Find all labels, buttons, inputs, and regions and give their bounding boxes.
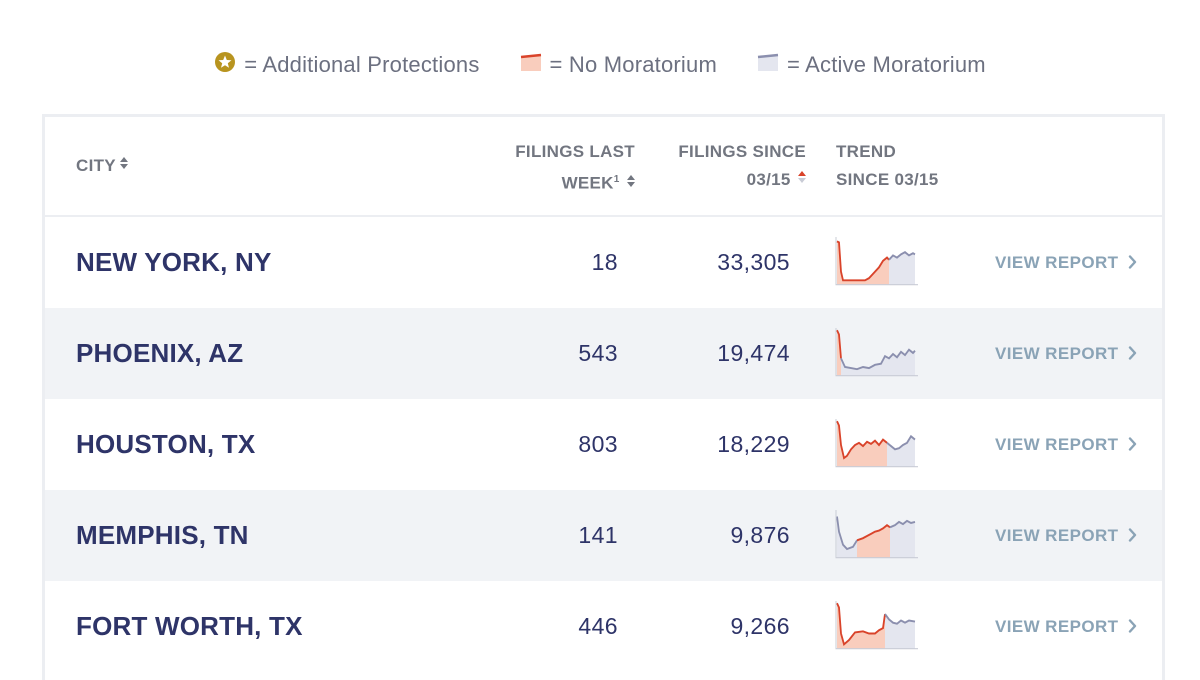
star-circle-icon — [214, 51, 236, 79]
table-row[interactable]: FORT WORTH, TX 446 9,266 VIEW REPORT — [45, 581, 1162, 672]
legend-active-moratorium-label: = Active Moratorium — [786, 52, 986, 77]
active-moratorium-swatch-icon — [757, 52, 779, 78]
view-report-link[interactable]: VIEW REPORT — [995, 399, 1137, 490]
view-report-label: VIEW REPORT — [995, 344, 1119, 363]
filings-last-week: 141 — [578, 522, 618, 548]
chevron-right-icon — [1128, 491, 1137, 582]
trend-sparkline — [835, 419, 919, 471]
view-report-label: VIEW REPORT — [995, 253, 1119, 272]
city-name: HOUSTON, TX — [76, 429, 256, 459]
city-name: PHOENIX, AZ — [76, 338, 244, 368]
column-header-filings-since-line1: FILINGS SINCE — [678, 142, 806, 161]
sort-icon — [624, 174, 635, 190]
table-row[interactable]: NEW YORK, NY 18 33,305 VIEW REPORT — [45, 217, 1162, 308]
city-name: NEW YORK, NY — [76, 247, 272, 277]
legend-active-moratorium: = Active Moratorium — [757, 52, 986, 78]
column-header-filings-last-week-line1: FILINGS LAST — [515, 142, 635, 161]
footnote-marker: 1 — [613, 174, 620, 185]
column-header-filings-since[interactable]: FILINGS SINCE 03/15 — [678, 138, 806, 194]
table-row[interactable]: HOUSTON, TX 803 18,229 VIEW REPORT — [45, 399, 1162, 490]
view-report-link[interactable]: VIEW REPORT — [995, 581, 1137, 672]
view-report-label: VIEW REPORT — [995, 617, 1119, 636]
column-header-city-label: CITY — [76, 156, 116, 175]
table-row[interactable]: PHOENIX, AZ 543 19,474 VIEW REPORT — [45, 308, 1162, 399]
trend-sparkline — [835, 601, 919, 653]
view-report-label: VIEW REPORT — [995, 435, 1119, 454]
filings-since: 18,229 — [717, 431, 790, 457]
trend-sparkline — [835, 237, 919, 289]
trend-sparkline — [835, 510, 919, 562]
filings-last-week: 18 — [591, 249, 618, 275]
column-header-trend-line1: TREND — [836, 142, 897, 161]
no-moratorium-swatch-icon — [520, 52, 542, 78]
filings-last-week: 446 — [578, 613, 618, 639]
column-header-trend-line2: SINCE 03/15 — [836, 170, 939, 189]
filings-last-week: 543 — [578, 340, 618, 366]
city-name: FORT WORTH, TX — [76, 611, 303, 641]
view-report-link[interactable]: VIEW REPORT — [995, 308, 1137, 399]
legend-no-moratorium-label: = No Moratorium — [549, 52, 717, 77]
view-report-link[interactable]: VIEW REPORT — [995, 217, 1137, 308]
column-header-filings-last-week-line2-wrap: WEEK1 — [515, 166, 635, 198]
chevron-right-icon — [1128, 582, 1137, 673]
city-name: MEMPHIS, TN — [76, 520, 249, 550]
column-header-filings-since-line2: 03/15 — [746, 170, 791, 189]
column-header-trend: TREND SINCE 03/15 — [836, 138, 939, 194]
column-header-filings-last-week[interactable]: FILINGS LAST WEEK1 — [515, 138, 635, 198]
cities-table: CITY FILINGS LAST WEEK1 FILINGS SINCE 03… — [42, 114, 1165, 680]
table-header: CITY FILINGS LAST WEEK1 FILINGS SINCE 03… — [45, 117, 1162, 217]
filings-since: 9,266 — [730, 613, 790, 639]
legend-no-moratorium: = No Moratorium — [520, 52, 717, 78]
chevron-right-icon — [1128, 309, 1137, 400]
column-header-filings-last-week-line2: WEEK — [561, 173, 614, 193]
chevron-right-icon — [1128, 400, 1137, 491]
column-header-filings-since-line2-wrap: 03/15 — [678, 166, 806, 194]
sort-icon — [119, 157, 128, 172]
sort-active-icon — [795, 171, 806, 186]
filings-since: 33,305 — [717, 249, 790, 275]
filings-since: 19,474 — [717, 340, 790, 366]
filings-since: 9,876 — [730, 522, 790, 548]
table-row[interactable]: MEMPHIS, TN 141 9,876 VIEW REPORT — [45, 490, 1162, 581]
column-header-city[interactable]: CITY — [76, 152, 128, 180]
legend: = Additional Protections = No Moratorium… — [0, 50, 1200, 80]
filings-last-week: 803 — [578, 431, 618, 457]
legend-additional-protections: = Additional Protections — [214, 51, 479, 79]
trend-sparkline — [835, 328, 919, 380]
view-report-link[interactable]: VIEW REPORT — [995, 490, 1137, 581]
legend-additional-protections-label: = Additional Protections — [244, 52, 480, 77]
chevron-right-icon — [1128, 218, 1137, 309]
view-report-label: VIEW REPORT — [995, 526, 1119, 545]
